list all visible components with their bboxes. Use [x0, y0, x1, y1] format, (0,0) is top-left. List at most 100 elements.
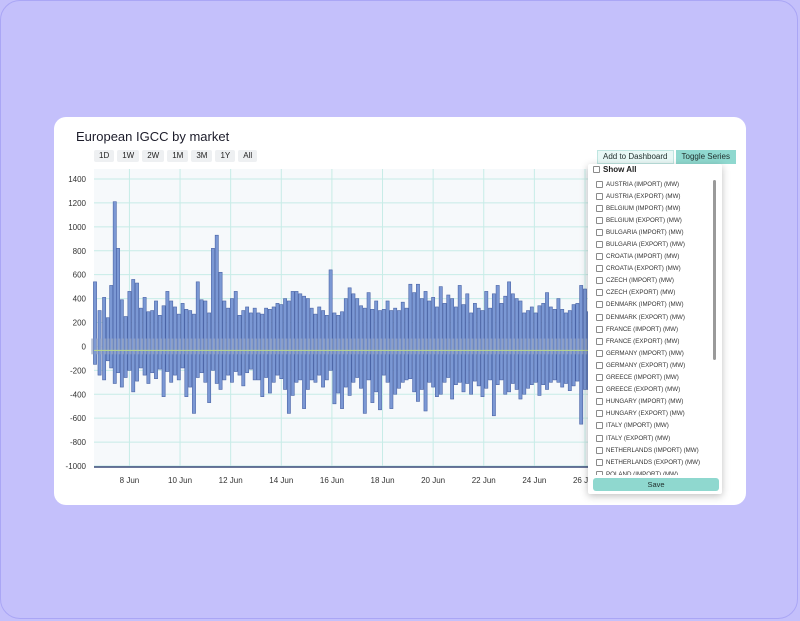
x-tick-label: 14 Jun — [269, 476, 293, 485]
series-checkbox[interactable] — [596, 265, 603, 273]
x-tick-label: 26 Jun — [573, 476, 597, 485]
series-item[interactable]: NETHERLANDS (IMPORT) (MW) — [596, 444, 714, 456]
series-label: CZECH (IMPORT) (MW) — [606, 277, 674, 285]
bar-segment — [266, 338, 269, 355]
show-all-option[interactable]: Show All — [593, 165, 636, 174]
series-item[interactable]: GERMANY (IMPORT) (MW) — [596, 347, 714, 359]
series-checkbox[interactable] — [596, 361, 603, 369]
series-label: GERMANY (IMPORT) (MW) — [606, 349, 684, 357]
bar — [195, 281, 200, 378]
series-checkbox[interactable] — [596, 204, 603, 212]
bar-segment — [152, 338, 155, 355]
series-item[interactable]: ITALY (IMPORT) (MW) — [596, 420, 714, 432]
bar-segment — [121, 338, 125, 355]
series-checkbox[interactable] — [596, 434, 603, 442]
series-item[interactable]: BELGIUM (IMPORT) (MW) — [596, 202, 714, 214]
series-checkbox[interactable] — [596, 337, 603, 345]
series-item[interactable]: GREECE (IMPORT) (MW) — [596, 372, 714, 384]
series-item[interactable]: CZECH (EXPORT) (MW) — [596, 287, 714, 299]
bar-segment — [550, 338, 554, 355]
series-checkbox[interactable] — [596, 446, 603, 454]
series-checkbox[interactable] — [596, 374, 603, 382]
bar-segment — [148, 338, 151, 355]
series-checkbox[interactable] — [596, 253, 603, 261]
series-checkbox[interactable] — [596, 313, 603, 321]
range-button-1w[interactable]: 1W — [117, 150, 140, 162]
series-item[interactable]: HUNGARY (IMPORT) (MW) — [596, 396, 714, 408]
series-checkbox[interactable] — [596, 470, 603, 475]
bar-segment — [277, 338, 280, 355]
range-button-1d[interactable]: 1D — [94, 150, 115, 162]
bar-segment — [478, 338, 481, 355]
bar-segment — [205, 338, 208, 355]
bar — [507, 281, 511, 393]
series-item[interactable]: NETHERLANDS (EXPORT) (MW) — [596, 456, 714, 468]
series-checkbox[interactable] — [596, 180, 603, 188]
bar-segment — [201, 338, 204, 355]
series-checkbox[interactable] — [596, 410, 603, 418]
bar-segment — [440, 338, 443, 355]
range-button-2w[interactable]: 2W — [142, 150, 165, 162]
toggle-series-button[interactable]: Toggle Series — [675, 150, 736, 164]
series-item[interactable]: AUSTRIA (IMPORT) (MW) — [596, 178, 714, 190]
series-item[interactable]: BELGIUM (EXPORT) (MW) — [596, 214, 714, 226]
bar — [214, 234, 219, 384]
bar-segment — [463, 338, 466, 355]
series-item[interactable]: CROATIA (EXPORT) (MW) — [596, 263, 714, 275]
save-button[interactable]: Save — [593, 478, 719, 491]
series-checkbox[interactable] — [596, 349, 603, 357]
series-item[interactable]: CROATIA (IMPORT) (MW) — [596, 251, 714, 263]
show-all-checkbox[interactable] — [593, 166, 600, 173]
series-item[interactable]: FRANCE (EXPORT) (MW) — [596, 335, 714, 347]
bar-segment — [129, 338, 132, 355]
bar-segment — [379, 338, 383, 355]
series-checkbox[interactable] — [596, 386, 603, 394]
bar — [340, 311, 344, 409]
series-item[interactable]: DENMARK (IMPORT) (MW) — [596, 299, 714, 311]
series-checkbox[interactable] — [596, 192, 603, 200]
series-checkbox[interactable] — [596, 422, 603, 430]
bar — [408, 283, 413, 380]
x-tick-label: 24 Jun — [522, 476, 546, 485]
bar-segment — [163, 338, 166, 355]
series-item[interactable]: BULGARIA (EXPORT) (MW) — [596, 238, 714, 250]
x-tick-label: 8 Jun — [120, 476, 140, 485]
series-item[interactable]: GERMANY (EXPORT) (MW) — [596, 359, 714, 371]
bar — [180, 303, 185, 369]
series-checkbox[interactable] — [596, 241, 603, 249]
range-button-all[interactable]: All — [238, 150, 258, 162]
series-item[interactable]: HUNGARY (EXPORT) (MW) — [596, 408, 714, 420]
range-button-1m[interactable]: 1M — [167, 150, 189, 162]
bar-segment — [547, 338, 550, 355]
bar — [135, 282, 139, 382]
series-checkbox[interactable] — [596, 398, 603, 406]
y-tick-label: 1200 — [68, 199, 86, 208]
series-item[interactable]: AUSTRIA (EXPORT) (MW) — [596, 190, 714, 202]
series-checkbox[interactable] — [596, 301, 603, 309]
series-item[interactable]: DENMARK (EXPORT) (MW) — [596, 311, 714, 323]
series-label: POLAND (IMPORT) (MW) — [606, 470, 679, 475]
series-checkbox[interactable] — [596, 325, 603, 333]
series-checkbox[interactable] — [596, 216, 603, 224]
series-checkbox[interactable] — [596, 458, 603, 466]
series-item[interactable]: FRANCE (IMPORT) (MW) — [596, 323, 714, 335]
bar-segment — [285, 338, 288, 355]
series-checkbox[interactable] — [596, 228, 603, 236]
series-item[interactable]: POLAND (IMPORT) (MW) — [596, 468, 714, 475]
series-checkbox[interactable] — [596, 277, 603, 285]
series-checkbox[interactable] — [596, 289, 603, 297]
bar-segment — [539, 338, 542, 355]
bar-segment — [490, 338, 493, 355]
series-item[interactable]: CZECH (IMPORT) (MW) — [596, 275, 714, 287]
bar — [260, 313, 265, 397]
series-item[interactable]: GREECE (EXPORT) (MW) — [596, 384, 714, 396]
series-item[interactable]: ITALY (EXPORT) (MW) — [596, 432, 714, 444]
bar-segment — [524, 338, 527, 355]
series-list-scrollbar[interactable] — [713, 180, 716, 360]
range-button-1y[interactable]: 1Y — [215, 150, 236, 162]
bar-segment — [258, 338, 261, 355]
range-button-3m[interactable]: 3M — [191, 150, 213, 162]
add-to-dashboard-button[interactable]: Add to Dashboard — [597, 150, 674, 164]
series-item[interactable]: BULGARIA (IMPORT) (MW) — [596, 226, 714, 238]
series-label: ITALY (EXPORT) (MW) — [606, 434, 671, 442]
